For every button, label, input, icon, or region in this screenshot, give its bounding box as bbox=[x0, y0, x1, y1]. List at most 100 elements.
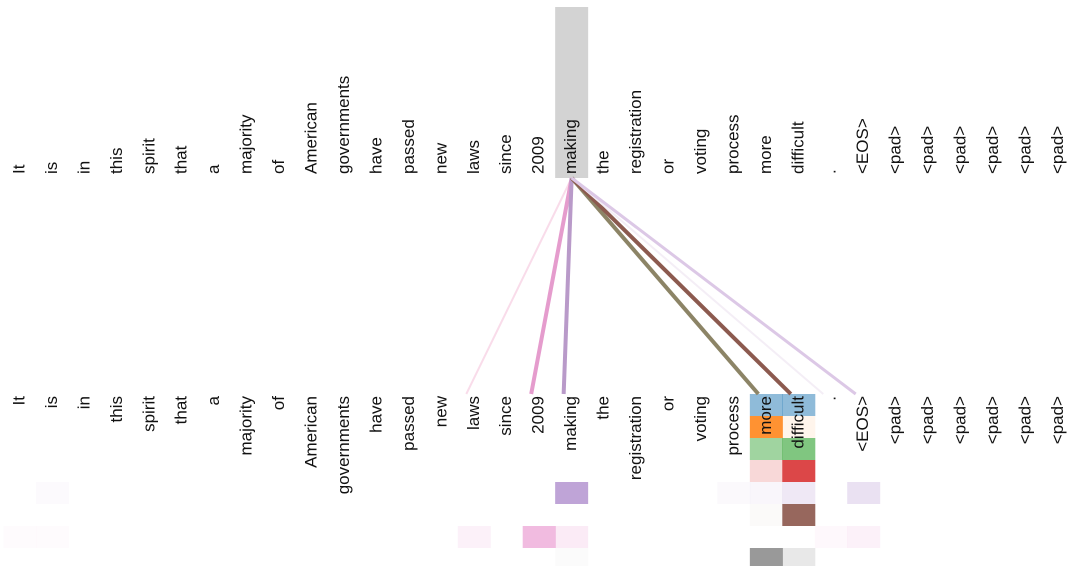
target-token: that bbox=[172, 396, 191, 425]
attention-cell bbox=[4, 526, 37, 548]
source-token: making bbox=[561, 119, 580, 174]
attention-cell bbox=[847, 482, 881, 504]
target-token: spirit bbox=[139, 396, 158, 432]
source-token: <pad> bbox=[951, 126, 970, 174]
attention-cell bbox=[457, 526, 491, 548]
source-token: more bbox=[756, 135, 775, 174]
attention-cell bbox=[814, 526, 848, 548]
target-token: 2009 bbox=[529, 396, 548, 434]
target-token: process bbox=[723, 396, 742, 456]
target-token: voting bbox=[691, 396, 710, 441]
target-token: is bbox=[42, 396, 61, 408]
source-token: difficult bbox=[788, 121, 807, 174]
tokens: It It is is in in this this spirit spirit that that… bbox=[9, 76, 1066, 495]
attention-cell bbox=[782, 394, 816, 416]
attention-cell bbox=[782, 482, 816, 504]
query-highlight bbox=[555, 7, 589, 178]
source-token: It bbox=[9, 164, 28, 174]
attention-link bbox=[570, 177, 824, 395]
source-token: have bbox=[366, 137, 385, 174]
attention-cell bbox=[36, 482, 69, 504]
attention-cell bbox=[522, 526, 556, 548]
target-token: governments bbox=[334, 396, 353, 494]
attention-link bbox=[570, 176, 857, 396]
attention-cell bbox=[749, 548, 783, 566]
source-token: American bbox=[302, 102, 321, 174]
heads bbox=[4, 7, 881, 566]
target-token: in bbox=[74, 396, 93, 409]
attention-cell bbox=[782, 438, 816, 460]
source-token: the bbox=[594, 150, 613, 174]
target-token: <pad> bbox=[1048, 396, 1067, 444]
target-token: registration bbox=[626, 396, 645, 480]
source-token: new bbox=[431, 142, 450, 174]
target-token: <pad> bbox=[1015, 396, 1034, 444]
source-token: a bbox=[204, 164, 223, 174]
source-token: or bbox=[658, 159, 677, 174]
target-token: a bbox=[204, 395, 223, 405]
source-token: passed bbox=[399, 119, 418, 174]
attention-link bbox=[465, 177, 573, 395]
attention-link bbox=[561, 177, 574, 395]
source-token: this bbox=[107, 148, 126, 174]
target-token: have bbox=[366, 396, 385, 433]
source-token: voting bbox=[691, 129, 710, 174]
attention-link bbox=[529, 177, 574, 395]
target-token: It bbox=[9, 396, 28, 406]
target-token: since bbox=[496, 396, 515, 436]
source-token: of bbox=[269, 160, 288, 174]
source-token: 2009 bbox=[529, 136, 548, 174]
source-token: is bbox=[42, 162, 61, 174]
target-token: laws bbox=[464, 396, 483, 430]
attention-cell bbox=[782, 416, 816, 438]
attention-cell bbox=[555, 548, 588, 566]
target-token: <EOS> bbox=[853, 396, 872, 452]
source-token: <pad> bbox=[1015, 126, 1034, 174]
target-token: <pad> bbox=[983, 396, 1002, 444]
attention-cell bbox=[717, 482, 751, 504]
source-token: since bbox=[496, 134, 515, 174]
source-token: registration bbox=[626, 90, 645, 174]
source-token: that bbox=[172, 145, 191, 174]
source-token: <EOS> bbox=[853, 118, 872, 174]
target-token: majority bbox=[237, 396, 256, 456]
target-token: <pad> bbox=[918, 396, 937, 444]
attention-cell bbox=[782, 548, 816, 566]
target-token: <pad> bbox=[951, 396, 970, 444]
source-token: <pad> bbox=[886, 126, 905, 174]
target-token: American bbox=[302, 396, 321, 468]
attention-cell bbox=[749, 482, 783, 504]
attention-link bbox=[570, 176, 760, 396]
attention-cell bbox=[555, 482, 589, 504]
source-token: <pad> bbox=[983, 126, 1002, 174]
target-token: <pad> bbox=[886, 396, 905, 444]
target-token: or bbox=[658, 396, 677, 411]
attention-cell bbox=[749, 416, 783, 438]
source-token: process bbox=[723, 114, 742, 174]
source-token: in bbox=[74, 161, 93, 174]
attention-cell bbox=[749, 438, 783, 460]
attention-cell bbox=[749, 394, 783, 416]
target-token: the bbox=[594, 396, 613, 420]
attention-cell bbox=[782, 460, 816, 482]
target-token: . bbox=[821, 396, 840, 401]
target-token: more bbox=[756, 396, 775, 435]
source-token: <pad> bbox=[1048, 126, 1067, 174]
target-token: this bbox=[107, 396, 126, 422]
target-token: of bbox=[269, 396, 288, 410]
target-token: passed bbox=[399, 396, 418, 451]
source-token: <pad> bbox=[918, 126, 937, 174]
attention-cell bbox=[847, 526, 881, 548]
attention-cell bbox=[750, 504, 783, 526]
source-token: laws bbox=[464, 140, 483, 174]
links bbox=[465, 176, 857, 396]
source-token: majority bbox=[237, 114, 256, 174]
source-token: spirit bbox=[139, 138, 158, 174]
attention-link bbox=[570, 176, 793, 396]
target-token: making bbox=[561, 396, 580, 451]
attention-cell bbox=[555, 526, 589, 548]
target-token: difficult bbox=[788, 396, 807, 449]
attention-cell bbox=[36, 526, 69, 548]
attention-cell bbox=[782, 504, 816, 526]
